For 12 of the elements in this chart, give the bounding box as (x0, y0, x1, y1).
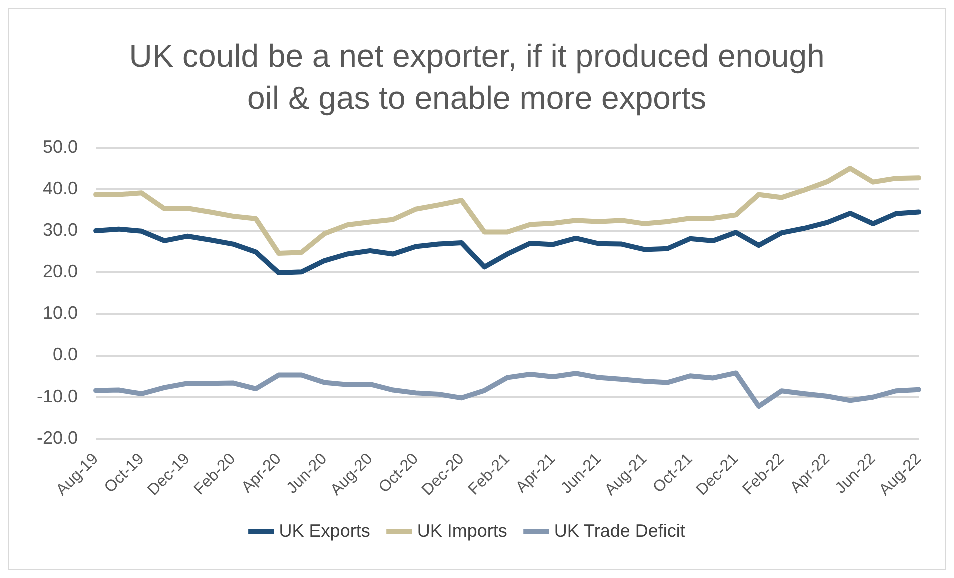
y-tick-label: 10.0 (42, 303, 78, 324)
y-tick-label: 20.0 (42, 262, 78, 282)
y-tick-label: -10.0 (36, 386, 78, 406)
y-tick-label: 0.0 (52, 344, 78, 365)
legend-label: UK Trade Deficit (554, 520, 686, 541)
y-tick-label: 40.0 (42, 178, 78, 198)
legend-label: UK Exports (279, 520, 370, 541)
y-tick-label: -20.0 (36, 428, 78, 448)
y-tick-label: 50.0 (42, 136, 78, 157)
legend-label: UK Imports (417, 520, 508, 541)
y-tick-label: 30.0 (42, 220, 78, 240)
chart-title: UK could be a net exporter, if it produced enough oil & gas to enable more exports (128, 37, 826, 118)
